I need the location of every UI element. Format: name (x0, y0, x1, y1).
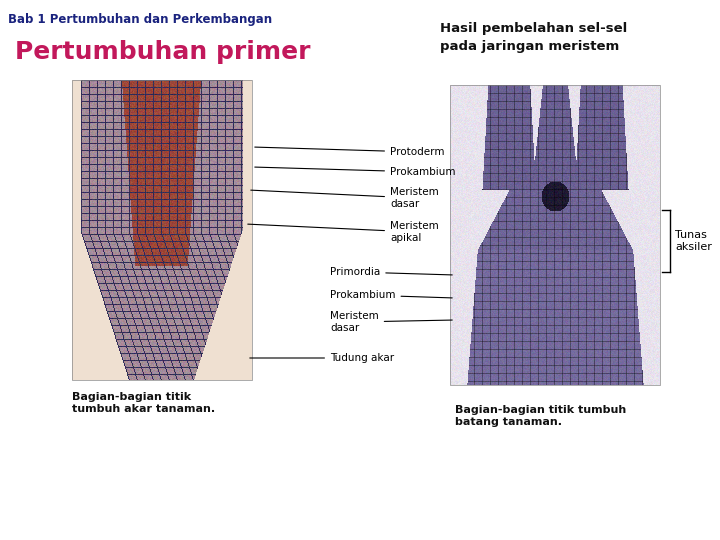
Text: Meristem
dasar: Meristem dasar (330, 311, 452, 333)
Text: Protoderm: Protoderm (255, 147, 444, 157)
Text: Primordia: Primordia (330, 267, 452, 277)
Bar (72, 80, 252, 380)
Text: Prokambium: Prokambium (330, 290, 452, 300)
Text: Tunas
aksiler: Tunas aksiler (675, 230, 712, 252)
Text: Prokambium: Prokambium (255, 167, 456, 177)
Text: Bab 1 Pertumbuhan dan Perkembangan: Bab 1 Pertumbuhan dan Perkembangan (8, 13, 272, 26)
Text: Bagian-bagian titik tumbuh
batang tanaman.: Bagian-bagian titik tumbuh batang tanama… (455, 405, 626, 427)
Text: Meristem
dasar: Meristem dasar (251, 187, 438, 209)
Text: Hasil pembelahan sel-sel
pada jaringan meristem: Hasil pembelahan sel-sel pada jaringan m… (440, 22, 627, 53)
Text: Tudung akar: Tudung akar (250, 353, 394, 363)
Text: Pertumbuhan primer: Pertumbuhan primer (15, 40, 310, 64)
Bar (72, 80, 252, 380)
Text: Bagian-bagian titik
tumbuh akar tanaman.: Bagian-bagian titik tumbuh akar tanaman. (72, 392, 215, 414)
Text: Meristem
apikal: Meristem apikal (248, 221, 438, 243)
Bar (450, 85, 660, 385)
